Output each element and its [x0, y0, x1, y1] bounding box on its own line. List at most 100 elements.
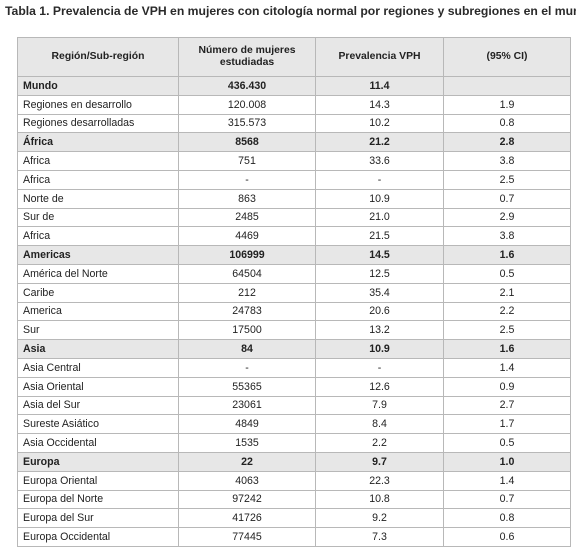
cell-ci: 2.8: [443, 132, 571, 153]
cell-women-studied: 55365: [178, 376, 316, 397]
cell-region: África: [17, 132, 179, 153]
cell-prevalence: 14.5: [315, 245, 444, 265]
cell-women-studied: 22: [178, 451, 316, 472]
cell-prevalence: 21.2: [315, 132, 444, 153]
column-header-confidence-interval: (95% CI): [443, 37, 571, 77]
cell-prevalence: 10.2: [315, 113, 444, 134]
cell-region: Caribe: [17, 282, 179, 303]
cell-women-studied: 863: [178, 188, 316, 209]
cell-women-studied: 4063: [178, 470, 316, 491]
cell-prevalence: 10.9: [315, 339, 444, 359]
cell-ci: 2.5: [443, 320, 571, 341]
cell-prevalence: 10.8: [315, 489, 444, 510]
subregion-row: Sureste Asiático 4849 8.4 1.7: [17, 414, 571, 435]
region-group-row: Mundo 436.430 11.4: [17, 76, 571, 96]
cell-ci: [443, 76, 571, 96]
cell-prevalence: 22.3: [315, 470, 444, 491]
region-group-row: Americas 106999 14.5 1.6: [17, 245, 571, 265]
cell-ci: 2.2: [443, 301, 571, 322]
cell-women-studied: 84: [178, 339, 316, 359]
cell-ci: 1.4: [443, 470, 571, 491]
table-header: Región/Sub-región Número de mujeres estu…: [17, 37, 571, 77]
subregion-row: Europa del Sur 41726 9.2 0.8: [17, 508, 571, 529]
subregion-row: America 24783 20.6 2.2: [17, 301, 571, 322]
cell-prevalence: 10.9: [315, 188, 444, 209]
cell-region: América del Norte: [17, 263, 179, 284]
cell-prevalence: -: [315, 169, 444, 190]
cell-women-studied: 2485: [178, 207, 316, 228]
cell-region: Sureste Asiático: [17, 414, 179, 435]
cell-women-studied: -: [178, 357, 316, 378]
subregion-row: Sur de 2485 21.0 2.9: [17, 207, 571, 228]
cell-ci: 2.9: [443, 207, 571, 228]
cell-women-studied: 120.008: [178, 94, 316, 115]
cell-region: America: [17, 301, 179, 322]
cell-prevalence: 2.2: [315, 433, 444, 453]
cell-women-studied: 4849: [178, 414, 316, 435]
cell-women-studied: 106999: [178, 245, 316, 265]
cell-women-studied: 436.430: [178, 76, 316, 96]
cell-ci: 0.6: [443, 527, 571, 547]
cell-women-studied: 1535: [178, 433, 316, 453]
cell-ci: 1.0: [443, 451, 571, 472]
cell-women-studied: 4469: [178, 226, 316, 247]
cell-women-studied: 24783: [178, 301, 316, 322]
cell-women-studied: 64504: [178, 263, 316, 284]
cell-prevalence: -: [315, 357, 444, 378]
cell-prevalence: 7.3: [315, 527, 444, 547]
subregion-row: Asia Central - -1.4: [17, 357, 571, 378]
cell-women-studied: 212: [178, 282, 316, 303]
cell-prevalence: 8.4: [315, 414, 444, 435]
cell-women-studied: -: [178, 169, 316, 190]
cell-ci: 0.5: [443, 433, 571, 453]
cell-women-studied: 97242: [178, 489, 316, 510]
cell-ci: 1.9: [443, 94, 571, 115]
cell-ci: 3.8: [443, 151, 571, 171]
subregion-row: Sur 17500 13.2 2.5: [17, 320, 571, 341]
cell-region: Africa: [17, 151, 179, 171]
cell-ci: 0.5: [443, 263, 571, 284]
cell-ci: 1.6: [443, 339, 571, 359]
cell-ci: 2.5: [443, 169, 571, 190]
cell-women-studied: 23061: [178, 395, 316, 416]
cell-ci: 1.6: [443, 245, 571, 265]
cell-ci: 1.7: [443, 414, 571, 435]
cell-region: Asia Oriental: [17, 376, 179, 397]
cell-ci: 0.9: [443, 376, 571, 397]
cell-region: Asia: [17, 339, 179, 359]
cell-prevalence: 9.7: [315, 451, 444, 472]
cell-ci: 2.1: [443, 282, 571, 303]
table-caption: Tabla 1. Prevalencia de VPH en mujeres c…: [5, 4, 576, 18]
subregion-row: Asia Occidental 1535 2.2 0.5: [17, 433, 571, 453]
cell-region: Asia Central: [17, 357, 179, 378]
cell-ci: 3.8: [443, 226, 571, 247]
subregion-row: Asia del Sur 23061 7.9 2.7: [17, 395, 571, 416]
prevalence-table: Región/Sub-región Número de mujeres estu…: [17, 37, 571, 547]
cell-ci: 0.8: [443, 508, 571, 529]
column-header-women-studied: Número de mujeres estudiadas: [178, 37, 316, 77]
cell-women-studied: 77445: [178, 527, 316, 547]
cell-region: Regiones en desarrollo: [17, 94, 179, 115]
cell-ci: 2.7: [443, 395, 571, 416]
cell-region: Asia Occidental: [17, 433, 179, 453]
cell-region: Regiones desarrolladas: [17, 113, 179, 134]
cell-women-studied: 8568: [178, 132, 316, 153]
cell-region: Americas: [17, 245, 179, 265]
cell-prevalence: 9.2: [315, 508, 444, 529]
region-group-row: África 8568 21.2 2.8: [17, 132, 571, 153]
cell-prevalence: 12.5: [315, 263, 444, 284]
cell-region: Europa Occidental: [17, 527, 179, 547]
cell-ci: 0.8: [443, 113, 571, 134]
subregion-row: Regiones desarrolladas 315.573 10.2 0.8: [17, 113, 571, 134]
cell-women-studied: 41726: [178, 508, 316, 529]
cell-region: Asia del Sur: [17, 395, 179, 416]
subregion-row: Norte de 863 10.9 0.7: [17, 188, 571, 209]
subregion-row: Asia Oriental 55365 12.6 0.9: [17, 376, 571, 397]
subregion-row: Europa Occidental 77445 7.3 0.6: [17, 527, 571, 547]
region-group-row: Asia 84 10.9 1.6: [17, 339, 571, 359]
table-body: Mundo 436.430 11.4 Regiones en desarrollo 12…: [17, 76, 571, 547]
cell-region: Sur de: [17, 207, 179, 228]
cell-region: Europa Oriental: [17, 470, 179, 491]
cell-women-studied: 17500: [178, 320, 316, 341]
cell-prevalence: 14.3: [315, 94, 444, 115]
